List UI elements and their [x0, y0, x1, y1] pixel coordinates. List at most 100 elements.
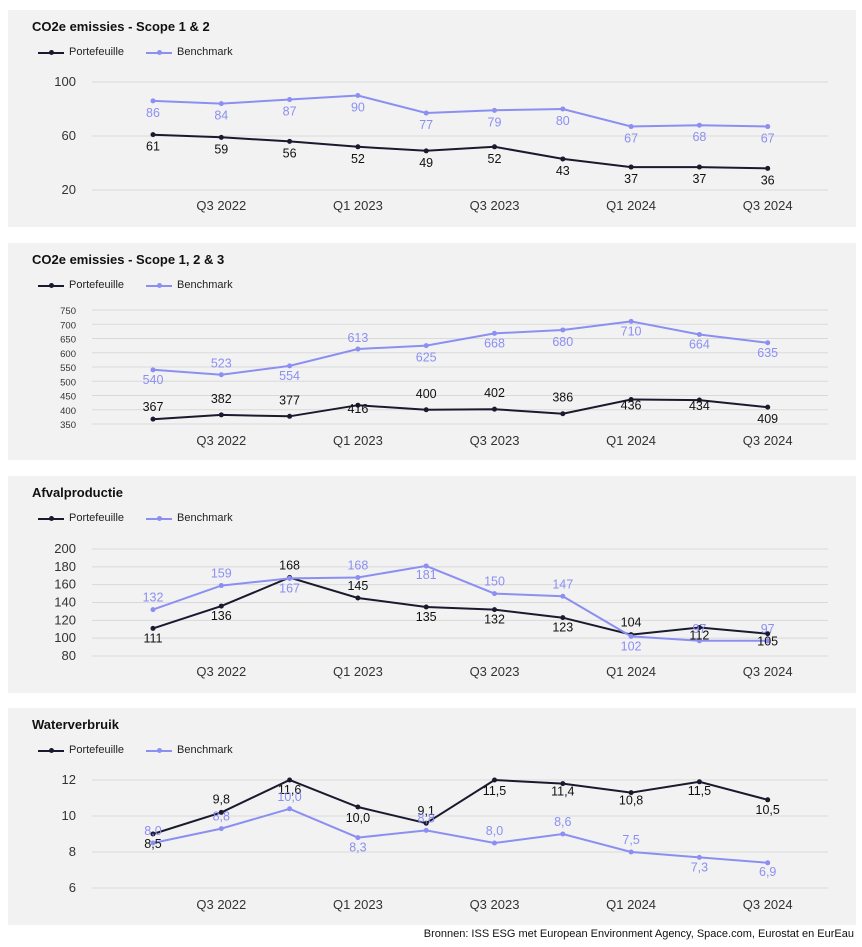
- x-tick-label: Q1 2024: [606, 664, 656, 679]
- data-label: 79: [488, 115, 502, 129]
- data-label: 434: [689, 399, 710, 413]
- x-tick-label: Q3 2024: [743, 198, 793, 213]
- legend-dot-marker: [157, 516, 162, 521]
- series-line-portefeuille: [152, 778, 768, 835]
- data-point: [150, 831, 156, 837]
- legend-dot-marker: [157, 748, 162, 753]
- data-label: 87: [283, 105, 297, 119]
- data-point: [696, 122, 702, 128]
- data-point: [765, 404, 771, 410]
- data-point: [696, 779, 702, 785]
- data-label: 635: [757, 346, 778, 360]
- data-label: 67: [761, 132, 775, 146]
- chart-panel-afvalproductie: Afvalproductie Portefeuille Benchmark 80…: [8, 476, 856, 693]
- data-point: [150, 607, 156, 613]
- legend-dot-marker: [49, 50, 54, 55]
- y-tick-label: 200: [54, 541, 76, 556]
- data-label: 367: [143, 400, 164, 414]
- y-tick-label: 350: [60, 420, 76, 431]
- data-label: 8,6: [554, 815, 571, 829]
- legend-label: Portefeuille: [69, 46, 125, 58]
- x-tick-label: Q3 2022: [196, 897, 246, 912]
- data-label: 102: [621, 639, 642, 653]
- data-label: 147: [552, 577, 573, 591]
- data-label: 11,5: [483, 784, 506, 798]
- data-point: [765, 860, 771, 866]
- data-label: 409: [757, 412, 778, 426]
- x-tick-label: Q3 2024: [743, 433, 793, 448]
- data-point: [696, 397, 702, 403]
- data-label: 9,8: [213, 792, 230, 806]
- data-label: 377: [279, 393, 300, 407]
- data-point: [492, 591, 497, 597]
- data-point: [287, 413, 293, 419]
- y-tick-label: 500: [60, 377, 76, 388]
- data-label: 8,0: [486, 824, 503, 838]
- data-point: [287, 363, 293, 369]
- y-tick-label: 120: [54, 612, 76, 627]
- data-point: [628, 124, 634, 130]
- y-tick-label: 450: [60, 392, 76, 403]
- data-label: 49: [419, 156, 433, 170]
- data-label: 37: [692, 172, 706, 186]
- data-point: [423, 604, 429, 610]
- data-label: 540: [143, 373, 164, 387]
- data-point: [492, 777, 497, 783]
- y-tick-label: 160: [54, 577, 76, 592]
- data-label: 6,9: [759, 865, 776, 879]
- y-tick-label: 600: [60, 349, 76, 360]
- legend-dot-marker: [49, 516, 54, 521]
- data-point: [492, 840, 497, 846]
- data-label: 59: [214, 142, 228, 156]
- data-label: 400: [416, 387, 437, 401]
- y-tick-label: 6: [69, 880, 76, 895]
- data-label: 36: [761, 173, 775, 187]
- data-point: [423, 827, 429, 833]
- y-tick-label: 650: [60, 335, 76, 346]
- data-point: [287, 806, 293, 812]
- series-line-portefeuille: [152, 576, 768, 636]
- data-label: 9,1: [418, 804, 435, 818]
- data-label: 37: [624, 172, 638, 186]
- data-label: 664: [689, 338, 710, 352]
- legend-label: Portefeuille: [69, 512, 125, 524]
- data-label: 77: [419, 118, 433, 132]
- legend-dot-marker: [157, 50, 162, 55]
- data-point: [765, 124, 771, 130]
- y-tick-label: 12: [62, 772, 76, 787]
- x-tick-label: Q1 2023: [333, 664, 383, 679]
- data-point: [765, 797, 771, 803]
- data-point: [628, 396, 634, 402]
- data-label: 68: [692, 130, 706, 144]
- y-tick-label: 100: [54, 74, 76, 89]
- x-tick-label: Q3 2023: [470, 664, 520, 679]
- y-tick-label: 180: [54, 559, 76, 574]
- x-tick-label: Q3 2023: [470, 897, 520, 912]
- data-label: 402: [484, 386, 505, 400]
- data-label: 111: [143, 631, 162, 645]
- data-point: [287, 777, 293, 783]
- y-tick-label: 60: [62, 128, 76, 143]
- data-point: [560, 781, 566, 787]
- data-label: 97: [761, 622, 775, 636]
- series-line-benchmark: [152, 564, 768, 642]
- data-point: [218, 134, 224, 140]
- data-label: 123: [552, 621, 573, 635]
- y-tick-label: 550: [60, 363, 76, 374]
- data-point: [560, 327, 566, 333]
- data-label: 167: [279, 581, 300, 595]
- series-line-portefeuille: [152, 398, 768, 421]
- data-label: 61: [146, 140, 160, 154]
- legend-label: Portefeuille: [69, 279, 125, 291]
- x-tick-label: Q1 2024: [606, 198, 656, 213]
- data-label: 67: [624, 132, 638, 146]
- y-tick-label: 8: [69, 844, 76, 859]
- data-label: 168: [279, 559, 300, 573]
- x-tick-label: Q3 2024: [743, 897, 793, 912]
- data-label: 11,5: [688, 784, 711, 798]
- data-label: 132: [143, 591, 164, 605]
- data-point: [560, 411, 566, 417]
- data-point: [218, 412, 224, 418]
- x-tick-label: Q3 2024: [743, 664, 793, 679]
- data-point: [696, 624, 702, 630]
